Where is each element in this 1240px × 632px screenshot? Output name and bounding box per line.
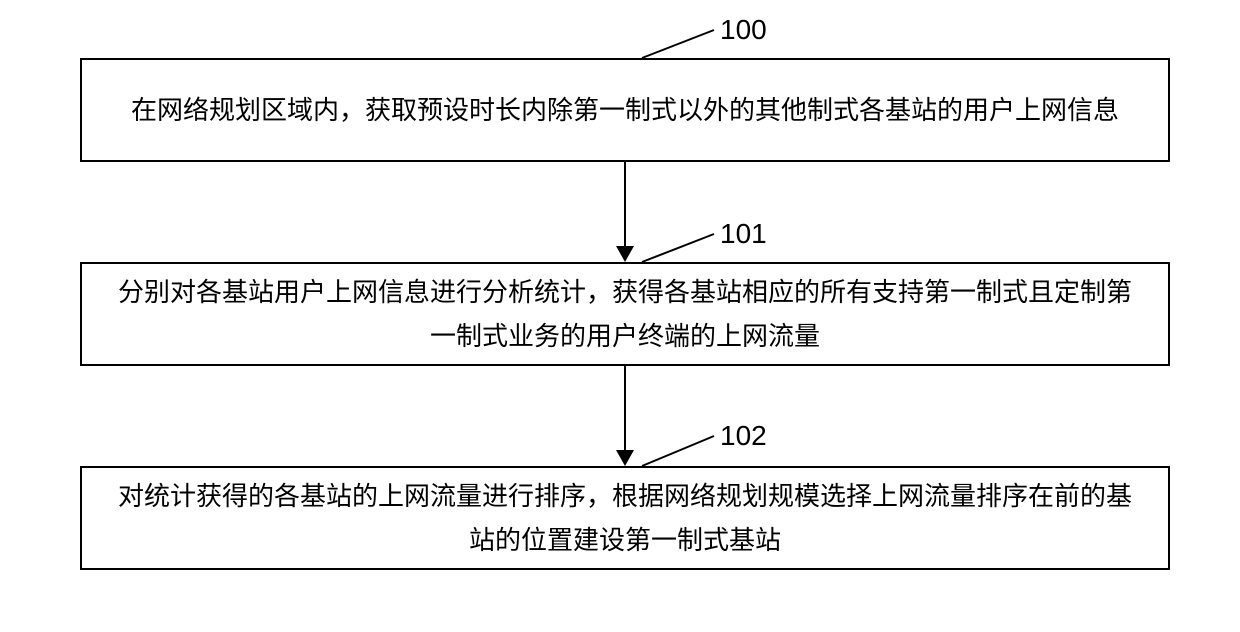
arrow-101-to-102 xyxy=(624,366,626,450)
step-label-102: 102 xyxy=(720,420,767,452)
step-box-101: 分别对各基站用户上网信息进行分析统计，获得各基站相应的所有支持第一制式且定制第一… xyxy=(80,262,1170,366)
step-label-100: 100 xyxy=(720,14,767,46)
step-text-102: 对统计获得的各基站的上网流量进行排序，根据网络规划规模选择上网流量排序在前的基站… xyxy=(112,474,1138,562)
arrow-head-100-to-101 xyxy=(616,246,634,262)
arrow-head-101-to-102 xyxy=(616,450,634,466)
arrow-100-to-101 xyxy=(624,162,626,246)
step-text-101: 分别对各基站用户上网信息进行分析统计，获得各基站相应的所有支持第一制式且定制第一… xyxy=(112,270,1138,358)
step-label-101: 101 xyxy=(720,218,767,250)
step-box-100: 在网络规划区域内，获取预设时长内除第一制式以外的其他制式各基站的用户上网信息 xyxy=(80,58,1170,162)
step-box-102: 对统计获得的各基站的上网流量进行排序，根据网络规划规模选择上网流量排序在前的基站… xyxy=(80,466,1170,570)
step-text-100: 在网络规划区域内，获取预设时长内除第一制式以外的其他制式各基站的用户上网信息 xyxy=(131,88,1119,132)
